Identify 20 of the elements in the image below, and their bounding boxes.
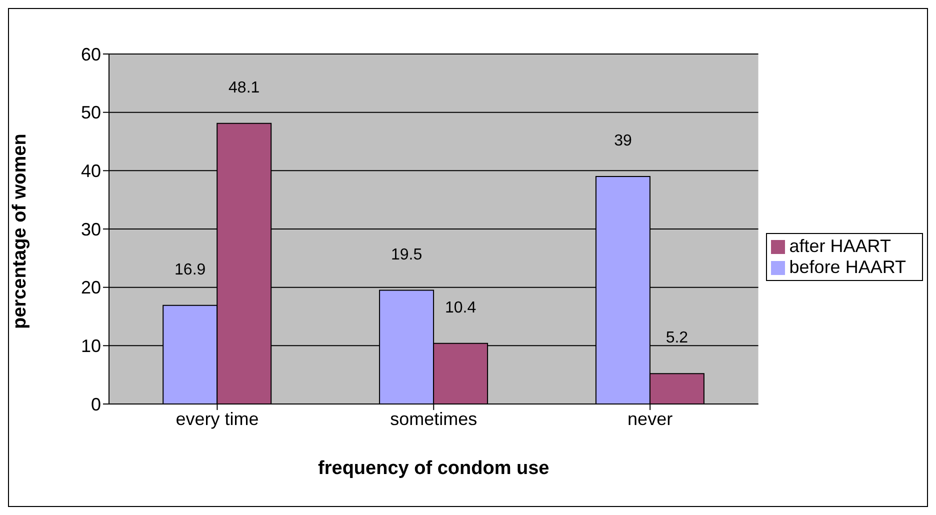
y-tick-label: 50 xyxy=(80,102,101,123)
legend-label: before HAART xyxy=(789,256,906,276)
y-tick-label: 10 xyxy=(80,336,101,356)
x-tick-label: never xyxy=(628,408,673,429)
y-axis-title: percentage of women xyxy=(10,134,31,329)
y-tick-label: 60 xyxy=(80,44,101,64)
data-label: 48.1 xyxy=(228,79,260,96)
data-label: 10.4 xyxy=(444,299,476,316)
x-tick-label: sometimes xyxy=(390,408,478,429)
x-axis-title: frequency of condom use xyxy=(318,458,550,479)
data-label: 19.5 xyxy=(390,246,422,264)
x-tick-label: every time xyxy=(176,408,259,429)
data-label: 39 xyxy=(614,132,632,150)
y-tick-label: 20 xyxy=(80,278,101,298)
data-label: 16.9 xyxy=(174,261,206,278)
legend-label: after HAART xyxy=(789,236,891,256)
y-tick-label: 30 xyxy=(80,219,101,240)
data-label: 5.2 xyxy=(666,330,688,347)
y-tick-label: 40 xyxy=(80,161,101,182)
y-tick-label: 0 xyxy=(90,394,101,414)
